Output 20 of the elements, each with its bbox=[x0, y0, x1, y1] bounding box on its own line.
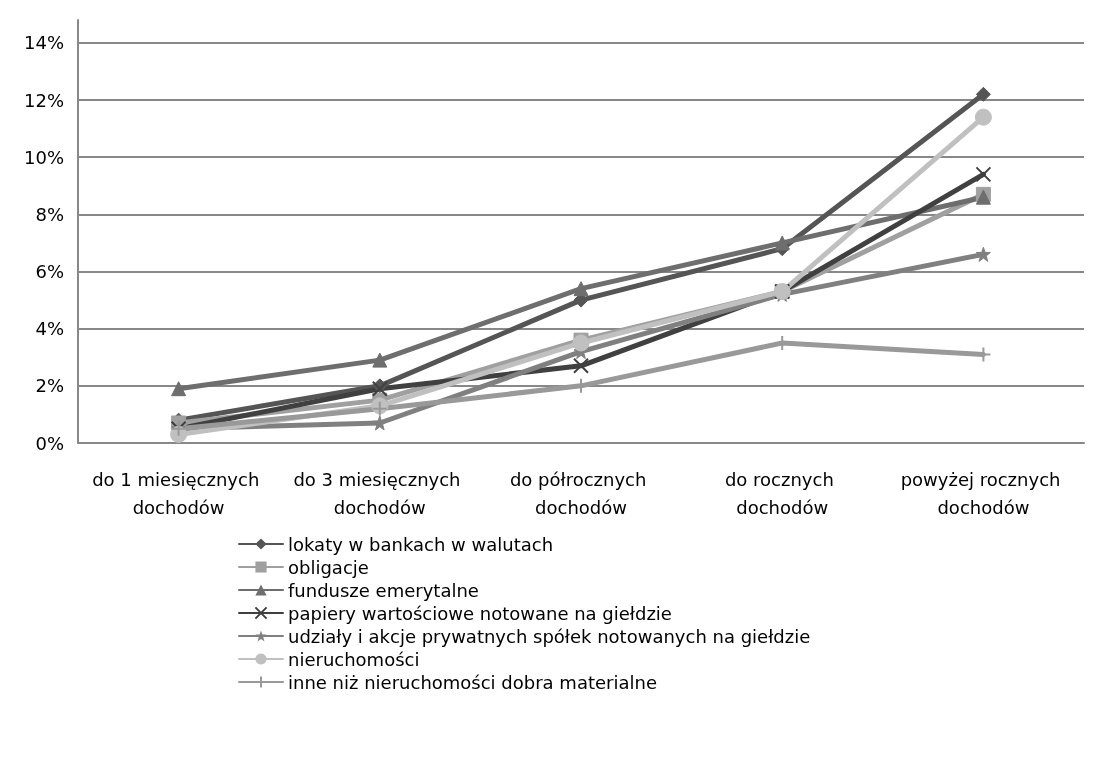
legend-label: udziały i akcje prywatnych spółek notowanych na giełdzie bbox=[288, 625, 811, 647]
x-tick-label: do rocznych dochodów bbox=[724, 468, 840, 518]
y-tick-label: 10% bbox=[23, 146, 64, 168]
x-tick-label: powyżej rocznych dochodów bbox=[900, 468, 1067, 518]
legend-label: fundusze emerytalne bbox=[288, 579, 479, 601]
legend-label: obligacje bbox=[288, 556, 369, 578]
y-tick-label: 8% bbox=[35, 203, 64, 225]
legend-label: papiery wartościowe notowane na giełdzie bbox=[288, 602, 672, 624]
y-tick-label: 2% bbox=[35, 375, 64, 397]
y-tick-label: 14% bbox=[23, 32, 64, 54]
legend-label: nieruchomości bbox=[288, 648, 420, 670]
y-tick-label: 4% bbox=[35, 318, 64, 340]
y-tick-label: 0% bbox=[35, 432, 64, 454]
y-tick-label: 12% bbox=[23, 89, 64, 111]
x-tick-label: do 3 miesięcznych dochodów bbox=[293, 468, 467, 518]
y-tick-label: 6% bbox=[35, 261, 64, 283]
x-tick-label: do 1 miesięcznych dochodów bbox=[92, 468, 266, 518]
x-tick-label: do półrocznych dochodów bbox=[509, 468, 653, 518]
legend-label: lokaty w bankach w walutach bbox=[288, 533, 554, 555]
legend-label: inne niż nieruchomości dobra materialne bbox=[288, 671, 657, 693]
